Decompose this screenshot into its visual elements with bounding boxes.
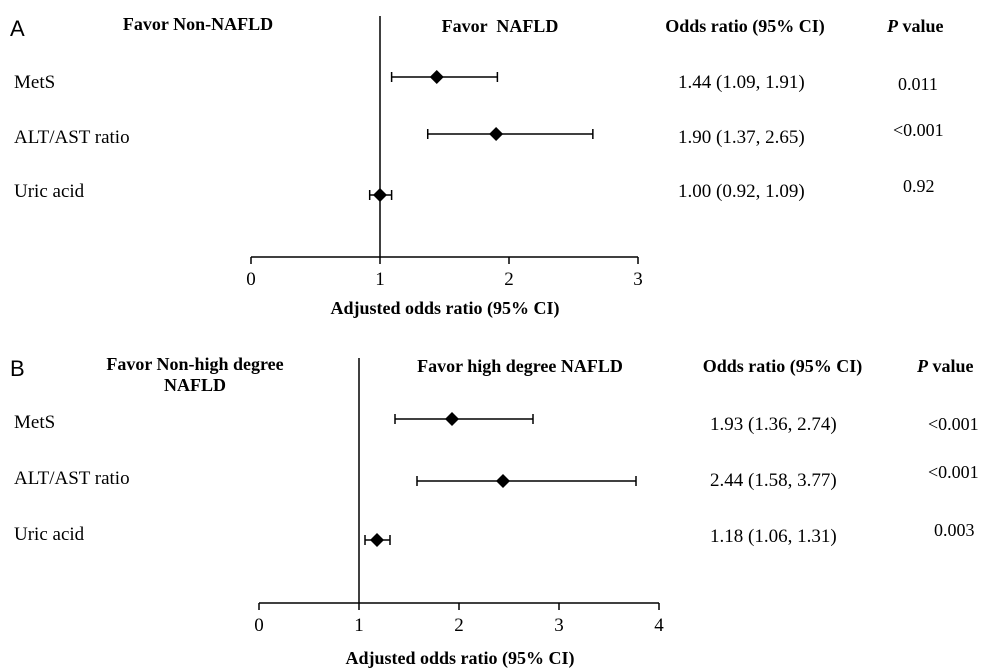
x-tick-label: 1: [354, 615, 364, 636]
point-estimate-marker: [489, 127, 504, 141]
panel-label: B: [10, 356, 25, 381]
or-header: Odds ratio (95% CI): [665, 16, 825, 36]
row-label: MetS: [14, 72, 56, 93]
p-value: <0.001: [893, 120, 944, 140]
row-label: ALT/AST ratio: [14, 468, 130, 489]
p-value-header: P value: [887, 16, 944, 36]
point-estimate-marker: [373, 188, 387, 202]
x-axis-label: Adjusted odds ratio (95% CI): [345, 648, 575, 668]
point-estimate-marker: [429, 70, 444, 84]
x-tick-label: 3: [554, 615, 564, 636]
point-estimate-marker: [370, 533, 384, 547]
p-value: 0.92: [903, 176, 935, 196]
right-header: Favor high degree NAFLD: [417, 356, 623, 376]
row-label: MetS: [14, 412, 56, 433]
odds-ratio-value: 2.44 (1.58, 3.77): [710, 470, 837, 491]
odds-ratio-value: 1.90 (1.37, 2.65): [678, 127, 805, 148]
p-value: 0.003: [934, 520, 975, 540]
point-estimate-marker: [496, 474, 510, 488]
point-estimate-marker: [445, 412, 459, 426]
row-label: ALT/AST ratio: [14, 127, 130, 148]
left-header: Favor Non-NAFLD: [122, 14, 274, 34]
p-value: <0.001: [928, 462, 979, 482]
right-header: Favor NAFLD: [441, 16, 559, 36]
row-label: Uric acid: [14, 181, 85, 202]
odds-ratio-value: 1.00 (0.92, 1.09): [678, 181, 805, 202]
odds-ratio-value: 1.44 (1.09, 1.91): [678, 72, 805, 93]
panel-b: B Favor Non-high degree NAFLD Favor high…: [0, 340, 995, 670]
forest-plot-b: 0 1 2 3 4: [254, 358, 664, 636]
p-value: 0.011: [898, 74, 938, 94]
panel-label: A: [10, 16, 25, 41]
x-tick-label: 1: [375, 269, 385, 290]
left-header: Favor Non-high degree NAFLD: [106, 354, 284, 395]
x-tick-label: 0: [246, 269, 256, 290]
x-tick-label: 2: [504, 269, 514, 290]
x-tick-label: 3: [633, 269, 643, 290]
p-value: <0.001: [928, 414, 979, 434]
x-tick-label: 2: [454, 615, 464, 636]
panel-a: A Favor Non-NAFLD Favor NAFLD Odds ratio…: [0, 0, 995, 330]
p-value-header: P value: [917, 356, 974, 376]
or-header: Odds ratio (95% CI): [702, 356, 863, 376]
forest-plot-a: 0 1 2 3: [246, 16, 643, 290]
row-label: Uric acid: [14, 524, 85, 545]
odds-ratio-value: 1.18 (1.06, 1.31): [710, 526, 837, 547]
x-axis-label: Adjusted odds ratio (95% CI): [330, 298, 560, 318]
odds-ratio-value: 1.93 (1.36, 2.74): [710, 414, 837, 435]
x-tick-label: 0: [254, 615, 264, 636]
x-tick-label: 4: [654, 615, 664, 636]
